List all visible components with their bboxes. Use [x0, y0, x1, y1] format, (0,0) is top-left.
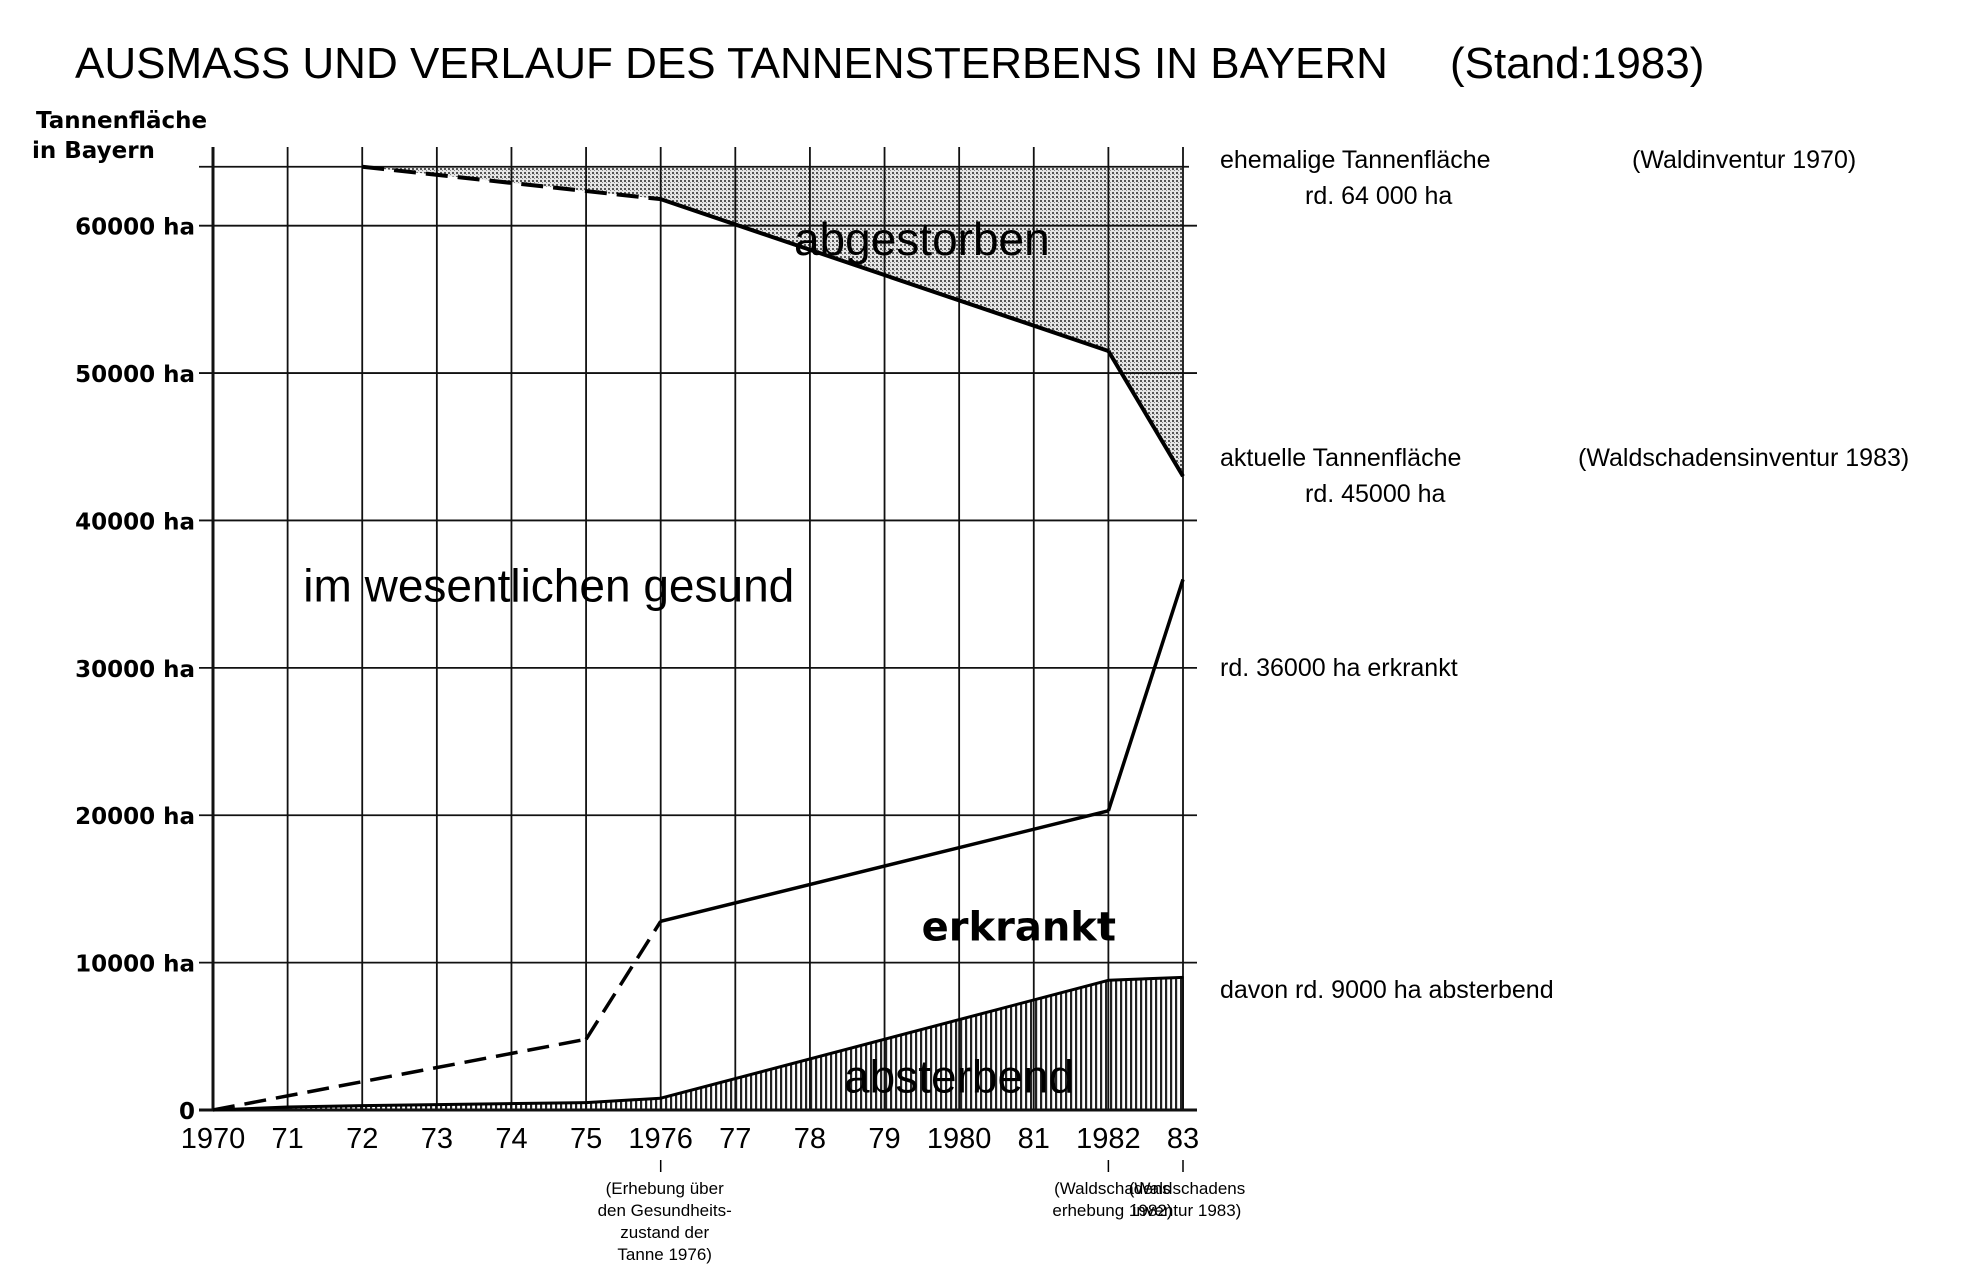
- y-tick-label-3: 30000 ha: [75, 657, 195, 683]
- erkrankt-line-segment-0: [212, 1037, 587, 1112]
- erkrankt-line-segment-1: [584, 920, 663, 1041]
- chart-grid: [199, 147, 1197, 1112]
- x-tick-label-12: 1982: [1076, 1123, 1141, 1155]
- bottom-note-0-line-1: den Gesundheits-: [598, 1201, 732, 1220]
- bottom-note-0-line-0: (Erhebung über: [606, 1179, 724, 1198]
- x-tick-label-8: 78: [794, 1123, 826, 1155]
- absterbend-line-segment-1: [287, 1104, 363, 1109]
- y-tick-label-2: 20000 ha: [75, 804, 195, 830]
- x-tick-label-9: 79: [868, 1123, 900, 1155]
- chart-areas: [212, 166, 1184, 1111]
- bottom-note-2-line-0: (Waldschadens: [1129, 1179, 1246, 1198]
- right-annotation-1-line-1: rd. 45000 ha: [1305, 480, 1445, 508]
- x-tick-label-7: 77: [719, 1123, 751, 1155]
- y-axis-ticks: 0 10000 ha 20000 ha 30000 ha 40000 ha 50000 h…: [75, 215, 195, 1125]
- y-tick-label-5: 50000 ha: [75, 362, 195, 388]
- bottom-note-0-line-2: zustand der: [620, 1223, 709, 1242]
- x-tick-label-5: 75: [570, 1123, 602, 1155]
- bottom-notes: (Erhebung über den Gesundheits-zustand de…: [598, 1160, 1246, 1264]
- right-annotation-2-line-0: rd. 36000 ha erkrankt: [1220, 654, 1458, 682]
- y-tick-label-4: 40000 ha: [75, 509, 195, 535]
- aktuelle-tannenflaeche-line-segment-0: [362, 164, 661, 202]
- right-annotation-0-line-0: ehemalige Tannenfläche: [1220, 146, 1491, 174]
- region-label-1: im wesentlichen gesund: [303, 560, 794, 612]
- region-label-0: abgestorben: [794, 213, 1050, 265]
- x-tick-label-2: 72: [346, 1123, 378, 1155]
- y-tick-label-1: 10000 ha: [75, 952, 195, 978]
- erkrankt-line-segment-3: [1106, 578, 1185, 812]
- aktuelle-tannenflaeche-line-segment-2: [1106, 349, 1185, 478]
- absterbend-line-segment-5: [1108, 975, 1184, 982]
- x-tick-label-13: 83: [1167, 1123, 1199, 1155]
- region-labels: abgestorben im wesentlichen gesund erkrank…: [303, 213, 1116, 1102]
- x-tick-label-3: 73: [421, 1123, 453, 1155]
- x-tick-label-6: 1976: [628, 1123, 693, 1155]
- chart-subtitle: (Stand:1983): [1450, 39, 1704, 88]
- x-tick-label-1: 71: [271, 1123, 303, 1155]
- right-annotation-0-line-1: rd. 64 000 ha: [1305, 182, 1452, 210]
- y-axis-label-line1: Tannenfläche: [36, 108, 207, 134]
- right-annotation-1-line-0: aktuelle Tannenfläche: [1220, 444, 1461, 472]
- x-axis-ticks: 1970 71 72 73 74 75 1976 77 78 79 1980 81 1982 83: [181, 1123, 1199, 1155]
- right-annotation-1-source: (Waldschadensinventur 1983): [1578, 444, 1909, 472]
- erkrankt-line-segment-2: [660, 809, 1109, 924]
- right-annotation-3-line-0: davon rd. 9000 ha absterbend: [1220, 976, 1554, 1004]
- region-label-3: absterbend: [844, 1050, 1074, 1102]
- chart-title: AUSMASS UND VERLAUF DES TANNENSTERBENS I…: [75, 39, 1388, 88]
- bottom-note-2-line-1: inventur 1983): [1133, 1201, 1242, 1220]
- abgestorben-area: [362, 166, 1183, 477]
- absterbend-line-segment-3: [585, 1096, 661, 1105]
- region-label-2: erkrankt: [922, 905, 1116, 951]
- right-annotations: ehemalige Tannenfläche rd. 64 000 ha (Wald…: [1220, 146, 1909, 1004]
- y-tick-label-6: 60000 ha: [75, 215, 195, 241]
- right-annotation-0-source: (Waldinventur 1970): [1632, 146, 1856, 174]
- absterbend-line-segment-0: [212, 1105, 288, 1112]
- x-tick-label-10: 1980: [927, 1123, 992, 1155]
- bottom-note-1-line-0: (Waldschadens: [1054, 1179, 1171, 1198]
- aktuelle-tannenflaeche-line-segment-1: [660, 197, 1110, 353]
- x-tick-label-4: 74: [495, 1123, 527, 1155]
- bottom-note-0-line-3: Tanne 1976): [617, 1245, 712, 1264]
- absterbend-line-segment-2: [362, 1101, 587, 1108]
- absterbend-line-segment-4: [660, 978, 1109, 1100]
- x-tick-label-0: 1970: [181, 1123, 246, 1155]
- y-axis-label-line2: in Bayern: [32, 138, 155, 164]
- chart-lines: [212, 164, 1185, 1112]
- bottom-note-1-line-1: erhebung 1982): [1052, 1201, 1172, 1220]
- x-tick-label-11: 81: [1018, 1123, 1050, 1155]
- y-tick-label-0: 0: [179, 1099, 195, 1125]
